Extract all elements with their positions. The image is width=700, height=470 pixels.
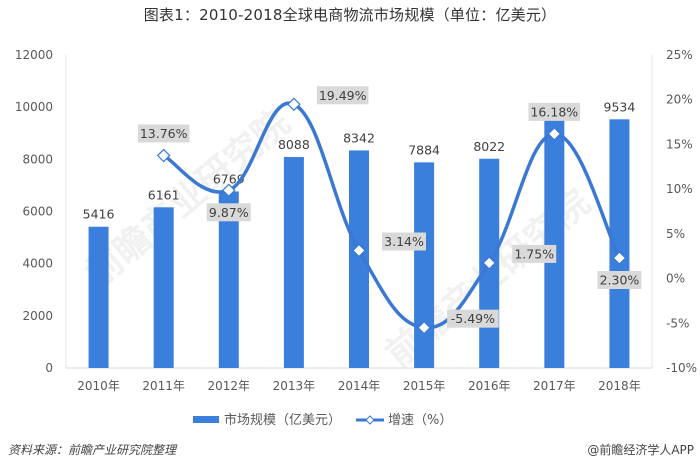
diamond-marker-icon — [612, 251, 627, 265]
bar-value-label: 6161 — [148, 187, 180, 202]
svg-text:13.76%: 13.76% — [140, 126, 188, 141]
right-axis-tick: -10% — [666, 361, 697, 375]
bar-value-label: 8342 — [343, 130, 375, 145]
svg-text:16.18%: 16.18% — [530, 104, 578, 119]
right-axis-tick: 25% — [666, 48, 693, 62]
growth-value-label: 2.30% — [597, 271, 642, 290]
svg-text:市场规模（亿美元）: 市场规模（亿美元） — [224, 412, 341, 428]
x-axis-tick: 2017年 — [533, 379, 576, 393]
line-data-labels: 13.76% 9.87% 19.49% 3.14% -5.49% 1.75% 16.18% 2… — [137, 86, 642, 328]
diamond-marker-icon — [352, 243, 366, 258]
right-axis-tick: 10% — [666, 182, 693, 196]
bar-value-label: 9534 — [604, 99, 636, 114]
bar — [414, 162, 435, 368]
left-axis-tick: 2000 — [22, 309, 53, 323]
bar — [88, 226, 109, 368]
growth-value-label: -5.49% — [447, 309, 499, 328]
diamond-marker-icon — [482, 256, 497, 270]
growth-value-label: 1.75% — [512, 244, 557, 263]
chart-title: 图表1：2010-2018全球电商物流市场规模（单位：亿美元） — [143, 6, 557, 24]
growth-value-label: 13.76% — [137, 124, 190, 143]
bar-swatch-icon — [193, 416, 219, 423]
svg-text:19.49%: 19.49% — [319, 88, 367, 103]
bar — [609, 119, 630, 368]
left-axis-tick: 10000 — [15, 100, 53, 114]
bar-series — [88, 119, 630, 368]
diamond-marker-icon — [365, 415, 375, 425]
bar-value-label: 5416 — [83, 207, 115, 222]
left-axis-tick: 12000 — [15, 48, 53, 62]
legend: 市场规模（亿美元） 增速（%） — [193, 412, 452, 428]
diamond-marker-icon — [547, 127, 562, 141]
growth-value-label: 16.18% — [528, 102, 581, 121]
bar — [153, 207, 174, 368]
left-axis-tick: 8000 — [22, 152, 53, 166]
diamond-marker-icon — [287, 97, 301, 112]
right-axis-tick: -5% — [666, 316, 689, 330]
right-axis-tick: 5% — [666, 227, 685, 241]
x-axis-tick: 2010年 — [77, 379, 120, 393]
right-y-axis: -10% -5% 0% 5% 10% 15% 20% 25% — [666, 48, 697, 375]
x-axis-tick: 2018年 — [598, 379, 641, 393]
left-axis-tick: 4000 — [22, 257, 53, 271]
x-axis-tick: 2013年 — [273, 379, 316, 393]
growth-value-label: 19.49% — [316, 86, 369, 105]
left-axis-tick: 0 — [45, 361, 53, 375]
bar — [283, 157, 304, 368]
right-axis-tick: 20% — [666, 93, 693, 107]
bar-value-label: 7884 — [408, 142, 440, 157]
svg-text:-5.49%: -5.49% — [451, 311, 495, 326]
legend-item-growth-rate: 增速（%） — [356, 413, 452, 428]
line-series — [156, 97, 627, 335]
svg-text:9.87%: 9.87% — [209, 205, 249, 220]
svg-text:增速（%）: 增速（%） — [388, 413, 452, 428]
svg-text:2.30%: 2.30% — [600, 273, 640, 288]
left-axis-tick: 6000 — [22, 205, 53, 219]
legend-item-market-size: 市场规模（亿美元） — [193, 412, 341, 428]
diamond-marker-icon — [156, 148, 171, 163]
diamond-marker-icon — [417, 320, 431, 335]
x-axis-tick: 2012年 — [208, 379, 251, 393]
x-axis: 2010年 2011年 2012年 2013年 2014年 2015年 2016年 2017年… — [77, 379, 640, 393]
svg-text:1.75%: 1.75% — [514, 246, 554, 261]
bar — [544, 119, 565, 368]
bar-value-label: 8022 — [473, 139, 505, 154]
growth-value-label: 9.87% — [206, 203, 251, 222]
right-axis-tick: 15% — [666, 137, 693, 151]
left-y-axis: 0 2000 4000 6000 8000 10000 12000 — [15, 48, 53, 375]
diamond-marker-icon — [221, 183, 236, 198]
source-note: 资料来源：前瞻产业研究院整理 — [8, 443, 177, 457]
x-axis-tick: 2014年 — [338, 379, 381, 393]
x-axis-tick: 2016年 — [468, 379, 511, 393]
bar-value-label: 8088 — [278, 137, 310, 152]
bar — [349, 150, 369, 368]
right-axis-tick: 0% — [666, 272, 685, 286]
growth-value-label: 3.14% — [382, 232, 426, 251]
svg-text:3.14%: 3.14% — [384, 234, 424, 249]
x-axis-tick: 2011年 — [142, 379, 185, 393]
brand-credit: @前瞻经济学人APP — [587, 443, 694, 457]
bar — [218, 191, 239, 368]
x-axis-tick: 2015年 — [403, 379, 446, 393]
